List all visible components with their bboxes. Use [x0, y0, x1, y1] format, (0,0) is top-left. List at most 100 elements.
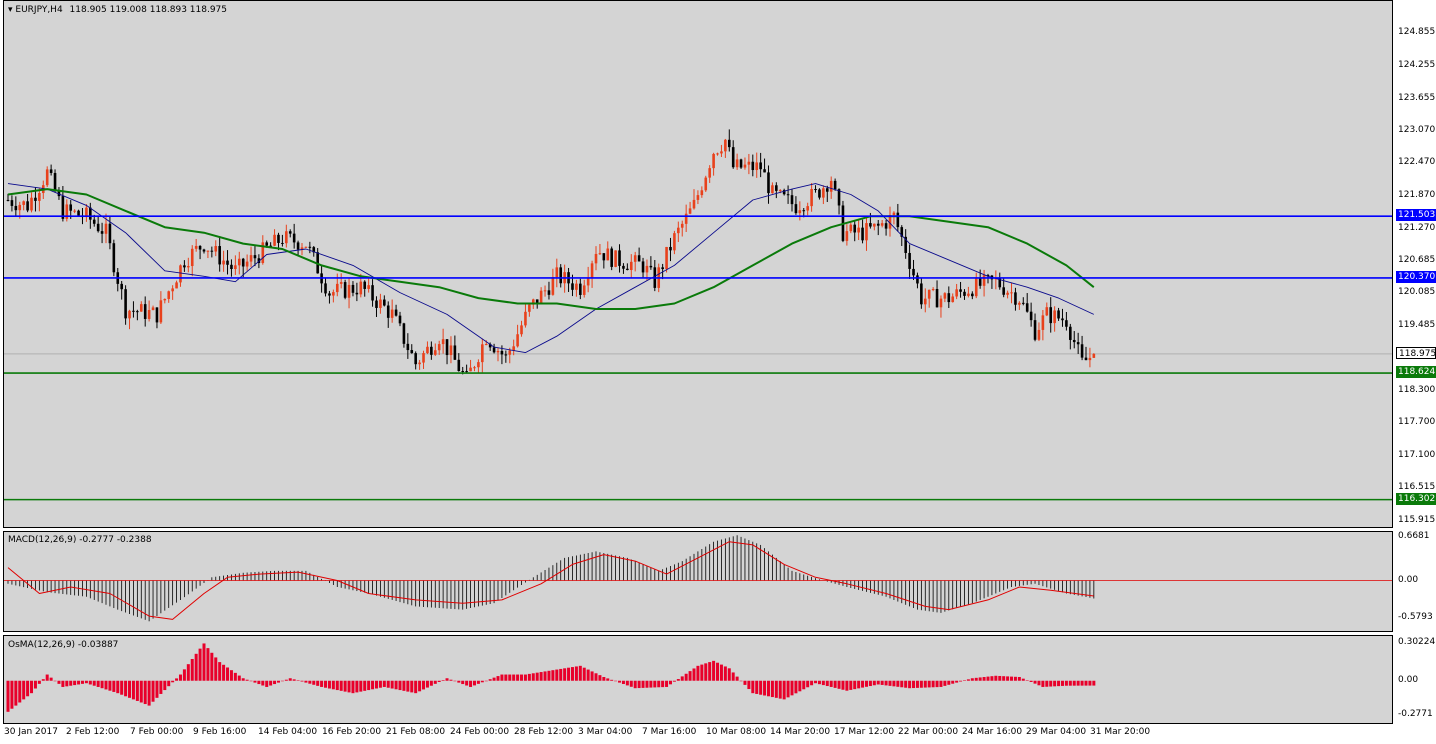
osma-histogram-bar [668, 680, 672, 685]
candle-body [618, 250, 621, 266]
current-price-tag: 118.975 [1396, 346, 1436, 359]
osma-histogram-bar [155, 680, 159, 698]
candle-body [951, 296, 955, 303]
candle-body [159, 300, 163, 323]
symbol-header: ▾ EURJPY,H4 118.905 119.008 118.893 118.… [8, 5, 227, 15]
osma-histogram-bar [284, 679, 288, 681]
osma-histogram-bar [770, 680, 774, 698]
candle-body [739, 159, 743, 168]
osma-histogram-bar [461, 680, 465, 685]
macd-axis[interactable]: 0.6681 0.00 -0.5793 [1393, 531, 1436, 632]
candle-body [179, 265, 182, 283]
osma-histogram-bar [727, 668, 731, 681]
osma-histogram-bar [892, 680, 896, 687]
osma-histogram-bar [966, 679, 970, 681]
candle-body [1010, 292, 1013, 294]
slow-moving-average-line [7, 188, 1095, 310]
time-tick-label: 31 Mar 20:00 [1090, 727, 1151, 737]
candle-body [794, 204, 798, 214]
candle-body [57, 190, 61, 197]
candle-body [6, 199, 10, 201]
candle-body [971, 293, 974, 297]
osma-histogram-bar [676, 679, 680, 681]
candle-body [724, 139, 727, 152]
candle-body [265, 242, 269, 246]
candle-body [516, 334, 519, 347]
collapse-triangle-icon[interactable]: ▾ [8, 5, 13, 15]
candle-body [520, 325, 523, 335]
candle-body [665, 246, 668, 270]
candle-body [614, 250, 617, 267]
candle-body [720, 151, 723, 154]
price-tick-label: 119.485 [1398, 320, 1436, 331]
candle-body [1002, 287, 1005, 295]
macd-pane[interactable]: MACD(12,26,9) -0.2777 -0.2388 [3, 531, 1393, 632]
candle-body [939, 298, 943, 308]
candle-body [22, 201, 25, 205]
osma-histogram-bar [998, 675, 1002, 681]
candle-body [598, 253, 602, 255]
candle-body [923, 298, 927, 305]
osma-histogram-bar [175, 678, 179, 681]
candle-body [786, 194, 790, 196]
osma-histogram-bar [1088, 680, 1092, 686]
price-chart-pane[interactable]: ▾ EURJPY,H4 118.905 119.008 118.893 118.… [3, 0, 1393, 528]
candle-body [861, 227, 864, 241]
candle-body [782, 190, 786, 195]
osma-histogram-bar [190, 658, 194, 681]
candle-body [304, 246, 308, 248]
osma-histogram-bar [308, 680, 312, 684]
candle-body [226, 260, 229, 265]
candle-body [167, 291, 171, 299]
candle-body [124, 289, 127, 319]
osma-histogram-bar [280, 680, 284, 682]
osma-axis[interactable]: 0.30224 0.00 -0.2771 [1393, 635, 1436, 724]
osma-histogram-bar [735, 676, 739, 681]
osma-histogram-bar [821, 680, 825, 686]
candle-body [927, 289, 931, 299]
osma-histogram-bar [649, 680, 653, 688]
candle-body [26, 201, 29, 211]
time-tick-label: 14 Feb 04:00 [258, 727, 318, 737]
candle-body [73, 210, 76, 212]
candle-body [912, 268, 915, 276]
osma-histogram-bar [547, 670, 551, 681]
osma-histogram-bar [923, 680, 927, 688]
osma-histogram-bar [465, 680, 469, 686]
osma-histogram-bar [543, 671, 547, 681]
candle-body [65, 204, 69, 219]
osma-histogram-bar [1092, 680, 1096, 686]
candle-body [759, 162, 762, 170]
candle-body [406, 343, 410, 351]
macd-tick-label: 0.00 [1398, 574, 1419, 585]
candle-body [645, 265, 649, 273]
candle-body [202, 249, 206, 252]
osma-histogram-bar [1010, 676, 1014, 681]
time-tick-label: 24 Mar 16:00 [962, 727, 1023, 737]
candle-body [751, 161, 755, 171]
osma-histogram-bar [1029, 680, 1033, 682]
osma-histogram-bar [908, 680, 912, 689]
osma-pane[interactable]: OsMA(12,26,9) -0.03887 [3, 635, 1393, 724]
osma-histogram-bar [292, 679, 296, 681]
osma-histogram-bar [692, 668, 696, 681]
candle-body [257, 258, 261, 264]
osma-histogram-bar [986, 676, 990, 681]
osma-histogram-bar [641, 680, 645, 688]
osma-histogram-bar [80, 680, 84, 684]
candle-body [96, 223, 100, 232]
time-tick-label: 24 Feb 00:00 [450, 727, 510, 737]
candle-body [359, 281, 363, 295]
osma-histogram-bar [927, 680, 931, 688]
osma-histogram-bar [645, 680, 649, 688]
candle-body [700, 190, 704, 196]
osma-histogram-bar [606, 678, 610, 681]
osma-histogram-bar [18, 680, 22, 703]
osma-histogram-bar [457, 680, 461, 683]
candle-body [335, 283, 339, 293]
osma-histogram-bar [445, 678, 449, 681]
price-axis[interactable]: 124.855 124.255 123.655 123.070 122.470 121.8… [1393, 0, 1436, 528]
osma-histogram-bar [625, 680, 629, 686]
osma-histogram-bar [759, 680, 763, 695]
osma-histogram-bar [857, 680, 861, 689]
